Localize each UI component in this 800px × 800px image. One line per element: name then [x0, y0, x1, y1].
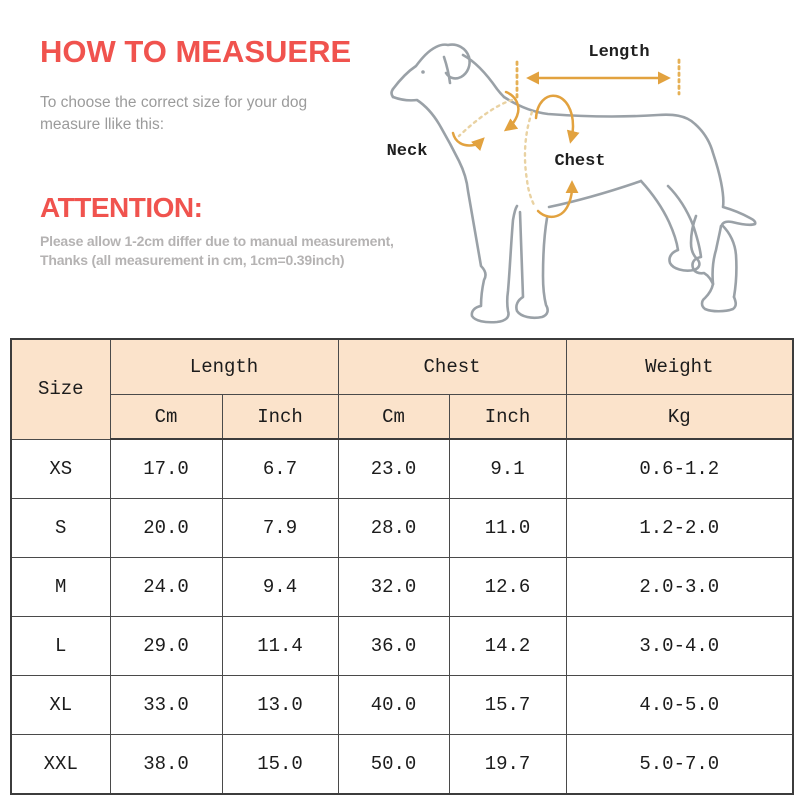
cell-length-inch: 6.7 — [221, 438, 339, 499]
cell-chest-cm: 28.0 — [337, 498, 450, 558]
table-row-s: S 20.0 7.9 28.0 11.0 1.2-2.0 — [10, 498, 794, 558]
cell-size: XS — [10, 438, 111, 499]
cell-chest-inch: 19.7 — [448, 734, 567, 795]
cell-length-cm: 24.0 — [109, 557, 223, 617]
attention-note-line-1: Please allow 1-2cm differ due to manual … — [40, 233, 394, 249]
cell-chest-cm: 36.0 — [337, 616, 450, 676]
size-chart-section: Size Length Chest Weight Cm Inch Cm Inch… — [10, 338, 795, 795]
cell-weight-kg: 0.6-1.2 — [565, 438, 794, 499]
table-row-l: L 29.0 11.4 36.0 14.2 3.0-4.0 — [10, 616, 794, 676]
table-row-m: M 24.0 9.4 32.0 12.6 2.0-3.0 — [10, 557, 794, 617]
column-header-weight-kg: Kg — [565, 394, 794, 440]
cell-length-cm: 33.0 — [109, 675, 223, 735]
column-group-chest: Chest — [337, 338, 567, 395]
cell-size: XXL — [10, 734, 111, 795]
cell-chest-inch: 14.2 — [448, 616, 567, 676]
table-header: Size Length Chest Weight Cm Inch Cm Inch… — [10, 338, 794, 440]
attention-title: ATTENTION: — [40, 192, 203, 223]
column-header-length-cm: Cm — [109, 394, 223, 440]
cell-length-cm: 17.0 — [109, 438, 223, 499]
subtitle: To choose the correct size for your dog … — [40, 92, 307, 136]
cell-chest-cm: 23.0 — [337, 438, 450, 499]
table-row-xxl: XXL 38.0 15.0 50.0 19.7 5.0-7.0 — [10, 734, 794, 795]
measurement-arrows — [451, 71, 671, 219]
subtitle-line-1: To choose the correct size for your dog — [40, 94, 308, 111]
cell-length-inch: 7.9 — [221, 498, 339, 558]
dotted-measure-guides — [457, 98, 537, 209]
column-header-chest-inch: Inch — [448, 394, 567, 440]
attention-note: Please allow 1-2cm differ due to manual … — [40, 232, 394, 270]
cell-chest-inch: 9.1 — [448, 438, 567, 499]
cell-length-cm: 29.0 — [109, 616, 223, 676]
cell-length-inch: 15.0 — [221, 734, 339, 795]
chest-top-arc-arrow — [534, 94, 580, 144]
column-header-size: Size — [10, 338, 111, 440]
cell-size: XL — [10, 675, 111, 735]
size-chart-table: Size Length Chest Weight Cm Inch Cm Inch… — [10, 338, 795, 795]
column-header-length-inch: Inch — [221, 394, 339, 440]
cell-chest-cm: 32.0 — [337, 557, 450, 617]
table-body: XS 17.0 6.7 23.0 9.1 0.6-1.2 S 20.0 7.9 … — [10, 438, 794, 795]
cell-length-inch: 13.0 — [221, 675, 339, 735]
attention-note-line-2: Thanks (all measurement in cm, 1cm=0.39i… — [40, 252, 345, 268]
neck-arrow — [451, 131, 485, 152]
cell-weight-kg: 2.0-3.0 — [565, 557, 794, 617]
page-title: HOW TO MEASUERE — [40, 34, 352, 69]
cell-chest-cm: 50.0 — [337, 734, 450, 795]
column-group-weight: Weight — [565, 338, 794, 395]
cell-size: M — [10, 557, 111, 617]
dog-outline — [390, 43, 757, 324]
shoulder-arrow — [503, 90, 520, 132]
cell-size: S — [10, 498, 111, 558]
cell-size: L — [10, 616, 111, 676]
cell-chest-inch: 12.6 — [448, 557, 567, 617]
column-group-length: Length — [109, 338, 339, 395]
cell-length-inch: 9.4 — [221, 557, 339, 617]
cell-chest-cm: 40.0 — [337, 675, 450, 735]
cell-length-cm: 20.0 — [109, 498, 223, 558]
chest-bottom-arc-arrow — [536, 180, 579, 219]
header-group-row: Size Length Chest Weight — [10, 338, 794, 440]
column-header-chest-cm: Cm — [337, 394, 450, 440]
length-label: Length — [588, 43, 649, 62]
cell-chest-inch: 15.7 — [448, 675, 567, 735]
chest-label: Chest — [554, 152, 605, 171]
neck-dotted-arc — [457, 98, 514, 138]
chest-dotted-arc — [523, 110, 537, 209]
table-row-xs: XS 17.0 6.7 23.0 9.1 0.6-1.2 — [10, 438, 794, 499]
dog-measurement-diagram: Length Neck Chest — [387, 43, 757, 324]
table-row-xl: XL 33.0 13.0 40.0 15.7 4.0-5.0 — [10, 675, 794, 735]
cell-length-cm: 38.0 — [109, 734, 223, 795]
cell-chest-inch: 11.0 — [448, 498, 567, 558]
neck-label: Neck — [387, 142, 428, 161]
length-end-bars — [515, 58, 681, 99]
cell-weight-kg: 5.0-7.0 — [565, 734, 794, 795]
cell-weight-kg: 4.0-5.0 — [565, 675, 794, 735]
subtitle-line-2: measure llike this: — [40, 116, 165, 133]
cell-weight-kg: 1.2-2.0 — [565, 498, 794, 558]
cell-length-inch: 11.4 — [221, 616, 339, 676]
cell-weight-kg: 3.0-4.0 — [565, 616, 794, 676]
header-sub-row: Cm Inch Cm Inch Kg — [11, 394, 794, 440]
